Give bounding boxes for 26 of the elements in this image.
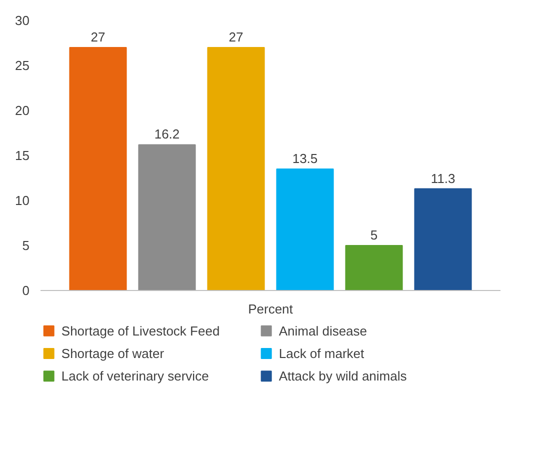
- legend-label: Shortage of Livestock Feed: [61, 323, 220, 338]
- x-tick-label: Percent: [248, 302, 294, 316]
- y-tick-label: 15: [15, 148, 30, 163]
- data-label: 13.5: [292, 151, 318, 166]
- y-tick-label: 30: [15, 13, 30, 28]
- legend-label: Lack of veterinary service: [61, 368, 209, 384]
- legend-label: Lack of market: [278, 346, 365, 361]
- data-label: 27: [228, 30, 244, 44]
- data-label: 27: [90, 30, 106, 44]
- bar: [69, 47, 127, 290]
- data-label: 16.2: [154, 126, 180, 142]
- bar: [207, 47, 265, 290]
- y-tick-label: 20: [15, 103, 30, 118]
- y-tick-label: 10: [15, 193, 30, 208]
- bar: [414, 188, 472, 290]
- legend-label: Shortage of water: [61, 346, 165, 361]
- y-tick-label: 0: [22, 283, 30, 298]
- legend-label: Animal disease: [278, 323, 368, 338]
- legend-label: Attack by wild animals: [278, 368, 408, 384]
- bar: [345, 245, 403, 290]
- y-tick-label: 25: [15, 58, 30, 73]
- y-tick-label: 5: [22, 238, 30, 253]
- data-label: 11.3: [430, 170, 456, 186]
- bar: [276, 168, 334, 290]
- bar: [138, 144, 196, 290]
- data-label: 5: [370, 228, 378, 242]
